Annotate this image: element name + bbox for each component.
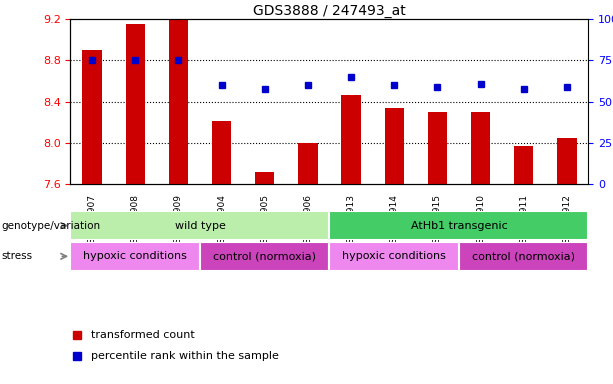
Bar	[330, 242, 459, 271]
Text: control (normoxia): control (normoxia)	[472, 251, 575, 262]
Bar	[330, 211, 588, 240]
Bar	[255, 172, 275, 184]
Bar	[126, 24, 145, 184]
Text: hypoxic conditions: hypoxic conditions	[83, 251, 187, 262]
Text: transformed count: transformed count	[91, 331, 194, 341]
Bar	[557, 138, 577, 184]
Bar	[70, 211, 330, 240]
Title: GDS3888 / 247493_at: GDS3888 / 247493_at	[253, 4, 406, 18]
Text: hypoxic conditions: hypoxic conditions	[342, 251, 446, 262]
Bar	[341, 94, 361, 184]
Bar	[212, 121, 231, 184]
Text: AtHb1 transgenic: AtHb1 transgenic	[411, 220, 508, 231]
Bar	[471, 112, 490, 184]
Bar	[200, 242, 330, 271]
Text: control (normoxia): control (normoxia)	[213, 251, 316, 262]
Text: genotype/variation: genotype/variation	[1, 220, 101, 231]
Bar	[82, 50, 102, 184]
Bar	[428, 112, 447, 184]
Bar	[514, 146, 533, 184]
Bar	[298, 143, 318, 184]
Text: stress: stress	[1, 251, 32, 262]
Bar	[70, 242, 200, 271]
Bar	[169, 20, 188, 184]
Bar	[459, 242, 588, 271]
Text: wild type: wild type	[175, 220, 226, 231]
Bar	[384, 108, 404, 184]
Text: percentile rank within the sample: percentile rank within the sample	[91, 351, 278, 361]
